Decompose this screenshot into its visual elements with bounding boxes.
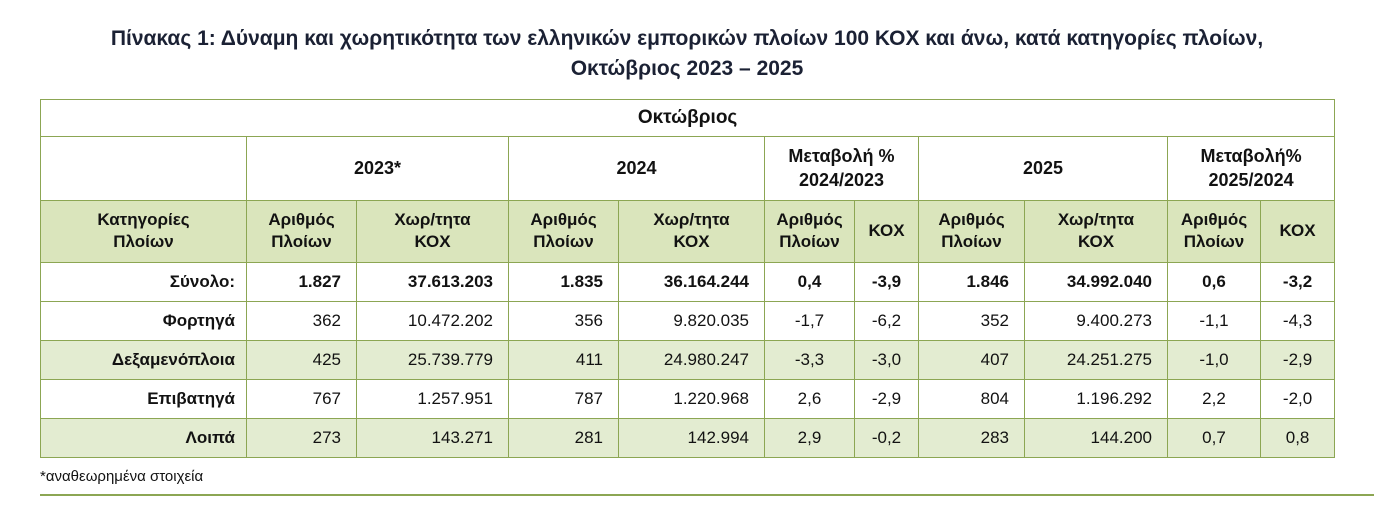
- row-category: Επιβατηγά: [40, 378, 247, 419]
- cell-ships-2023: 273: [246, 417, 357, 458]
- colhead-ships-2023: Αριθμός Πλοίων: [246, 199, 357, 263]
- colhead-tonnage-2025: Χωρ/τητα ΚΟΧ: [1024, 199, 1168, 263]
- cell-tonnage-2024: 9.820.035: [618, 300, 765, 341]
- group-change2-label: Μεταβολή%: [1200, 146, 1302, 167]
- cell-ships-2024: 281: [508, 417, 619, 458]
- cell-ships-change1: -3,3: [764, 339, 855, 380]
- group-change1-label: Μεταβολή %: [788, 146, 895, 167]
- colhead-ships-2024: Αριθμός Πλοίων: [508, 199, 619, 263]
- table-row-cargo: Φορτηγά 362 10.472.202 356 9.820.035 -1,…: [40, 300, 1336, 341]
- table-row-other: Λοιπά 273 143.271 281 142.994 2,9 -0,2 2…: [40, 417, 1336, 458]
- cell-kox-change2: -4,3: [1259, 300, 1336, 341]
- cell-tonnage-2025: 9.400.273: [1024, 300, 1168, 341]
- colhead-kox-change2: ΚΟΧ: [1259, 199, 1336, 263]
- cell-kox-change1: -2,9: [854, 378, 919, 419]
- group-2023-label: 2023*: [353, 158, 402, 179]
- cell-ships-change1: 2,9: [764, 417, 855, 458]
- colhead-ships-change1: Αριθμός Πλοίων: [764, 199, 855, 263]
- table-row-total: Σύνολο: 1.827 37.613.203 1.835 36.164.24…: [40, 261, 1336, 302]
- cell-kox-change1: -0,2: [854, 417, 919, 458]
- group-change1-label2: 2024/2023: [798, 170, 885, 191]
- cell-tonnage-2023: 25.739.779: [356, 339, 509, 380]
- cell-ships-2023: 425: [246, 339, 357, 380]
- cell-ships-change1: 0,4: [764, 261, 855, 302]
- colhead-categories: Κατηγορίες Πλοίων: [40, 199, 247, 263]
- cell-tonnage-2024: 24.980.247: [618, 339, 765, 380]
- cell-ships-2024: 411: [508, 339, 619, 380]
- colhead-ships-2025: Αριθμός Πλοίων: [918, 199, 1025, 263]
- cell-ships-change2: -1,1: [1167, 300, 1261, 341]
- group-2025-label: 2025: [1022, 158, 1064, 179]
- column-header-row: Κατηγορίες Πλοίων Αριθμός Πλοίων Χωρ/τητ…: [40, 199, 1336, 263]
- colhead-tonnage-2024: Χωρ/τητα ΚΟΧ: [618, 199, 765, 263]
- group-header-empty: [40, 135, 247, 201]
- cell-ships-change2: 2,2: [1167, 378, 1261, 419]
- table-container: Οκτώβριος 2023* 2024 Μεταβολή % 2024/202…: [39, 98, 1336, 458]
- cell-ships-2024: 787: [508, 378, 619, 419]
- group-2024-label: 2024: [616, 158, 657, 179]
- row-category: Φορτηγά: [40, 300, 247, 341]
- cell-ships-change1: 2,6: [764, 378, 855, 419]
- page-title-line2: Οκτώβριος 2023 – 2025: [570, 57, 804, 81]
- group-change2-label2: 2025/2024: [1208, 170, 1294, 191]
- cell-tonnage-2024: 142.994: [618, 417, 765, 458]
- cell-kox-change1: -3,0: [854, 339, 919, 380]
- cell-tonnage-2024: 1.220.968: [618, 378, 765, 419]
- cell-ships-change1: -1,7: [764, 300, 855, 341]
- cell-tonnage-2025: 1.196.292: [1024, 378, 1168, 419]
- cell-ships-change2: 0,6: [1167, 261, 1261, 302]
- cell-tonnage-2025: 34.992.040: [1024, 261, 1168, 302]
- month-header: Οκτώβριος: [39, 98, 1336, 137]
- group-header-change-2024-2023: Μεταβολή % 2024/2023: [764, 135, 919, 201]
- table-row-tankers: Δεξαμενόπλοια 425 25.739.779 411 24.980.…: [40, 339, 1336, 380]
- cell-tonnage-2023: 10.472.202: [356, 300, 509, 341]
- cell-ships-2025: 352: [918, 300, 1025, 341]
- cell-ships-2023: 1.827: [246, 261, 357, 302]
- bottom-divider: [40, 493, 1374, 496]
- page-title: Πίνακας 1: Δύναμη και χωρητικότητα των ε…: [30, 24, 1344, 85]
- cell-ships-2023: 767: [246, 378, 357, 419]
- cell-ships-change2: -1,0: [1167, 339, 1261, 380]
- group-header-2024: 2024: [508, 135, 765, 201]
- cell-kox-change2: -2,0: [1259, 378, 1336, 419]
- group-header-2025: 2025: [918, 135, 1168, 201]
- cell-kox-change2: -3,2: [1259, 261, 1336, 302]
- cell-kox-change2: -2,9: [1259, 339, 1336, 380]
- colhead-kox-change1: ΚΟΧ: [854, 199, 919, 263]
- cell-tonnage-2023: 1.257.951: [356, 378, 509, 419]
- cell-tonnage-2025: 24.251.275: [1024, 339, 1168, 380]
- row-category: Δεξαμενόπλοια: [40, 339, 247, 380]
- cell-tonnage-2023: 37.613.203: [356, 261, 509, 302]
- cell-kox-change1: -3,9: [854, 261, 919, 302]
- colhead-tonnage-2023: Χωρ/τητα ΚΟΧ: [356, 199, 509, 263]
- footnote: *αναθεωρημένα στοιχεία: [40, 467, 204, 485]
- ships-tonnage-table: Οκτώβριος 2023* 2024 Μεταβολή % 2024/202…: [39, 98, 1336, 458]
- cell-ships-2025: 804: [918, 378, 1025, 419]
- row-category: Σύνολο:: [40, 261, 247, 302]
- cell-ships-2025: 1.846: [918, 261, 1025, 302]
- cell-ships-2025: 283: [918, 417, 1025, 458]
- cell-tonnage-2023: 143.271: [356, 417, 509, 458]
- row-category: Λοιπά: [40, 417, 247, 458]
- colhead-ships-change2: Αριθμός Πλοίων: [1167, 199, 1261, 263]
- cell-tonnage-2024: 36.164.244: [618, 261, 765, 302]
- cell-ships-2023: 362: [246, 300, 357, 341]
- year-group-row: 2023* 2024 Μεταβολή % 2024/2023 2025: [40, 135, 1336, 201]
- cell-ships-2024: 1.835: [508, 261, 619, 302]
- cell-kox-change1: -6,2: [854, 300, 919, 341]
- group-header-2023: 2023*: [246, 135, 509, 201]
- month-header-row: Οκτώβριος: [39, 98, 1336, 137]
- cell-kox-change2: 0,8: [1259, 417, 1336, 458]
- group-header-change-2025-2024: Μεταβολή% 2025/2024: [1166, 135, 1336, 201]
- page-title-line1: Πίνακας 1: Δύναμη και χωρητικότητα των ε…: [110, 27, 1264, 50]
- cell-tonnage-2025: 144.200: [1024, 417, 1168, 458]
- cell-ships-2024: 356: [508, 300, 619, 341]
- cell-ships-2025: 407: [918, 339, 1025, 380]
- cell-ships-change2: 0,7: [1167, 417, 1261, 458]
- table-row-passenger: Επιβατηγά 767 1.257.951 787 1.220.968 2,…: [40, 378, 1336, 419]
